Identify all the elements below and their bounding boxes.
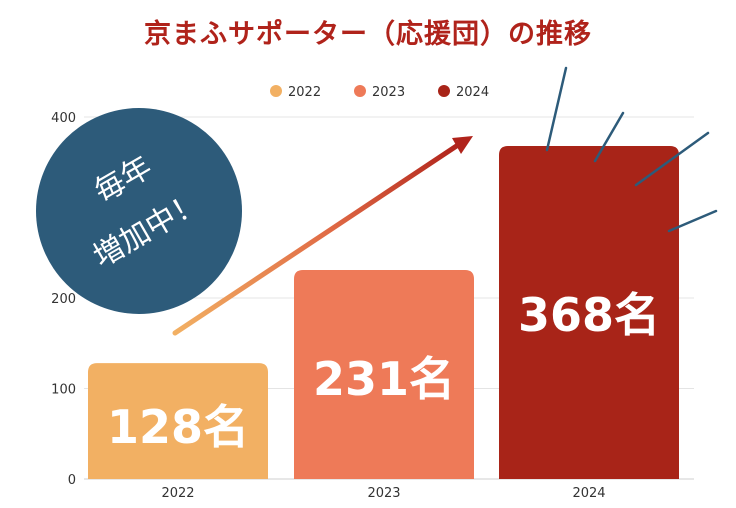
trend-arrow-head [452,136,473,154]
emphasis-ray-2 [634,131,710,187]
x-tick-label-0: 2022 [161,486,194,501]
data-label-1: 231名 [313,352,455,406]
legend-swatch-1 [354,85,366,97]
legend-label-1: 2023 [372,85,405,100]
chart-title: 京まふサポーター（応援団）の推移 [144,19,592,50]
legend-label-0: 2022 [288,85,321,100]
bar-2024 [499,145,679,479]
data-label-0: 128名 [107,400,249,454]
legend-swatch-2 [438,85,450,97]
trend-arrow-line [172,142,461,336]
legend-swatch-0 [270,85,282,97]
bar-2022 [88,363,268,479]
x-tick-label-2: 2024 [572,486,605,501]
bar-2023 [294,269,474,479]
y-tick-label-0: 0 [68,473,76,488]
emphasis-ray-0 [545,66,568,152]
emphasis-ray-3 [667,209,718,233]
x-tick-label-1: 2023 [367,486,400,501]
data-label-2: 368名 [518,288,660,342]
legend-label-2: 2024 [456,85,489,100]
emphasis-ray-1 [593,111,625,163]
y-tick-label-3: 400 [51,111,76,126]
y-tick-label-2: 200 [51,292,76,307]
y-tick-label-1: 100 [51,383,76,398]
annotation-circle [36,108,242,314]
